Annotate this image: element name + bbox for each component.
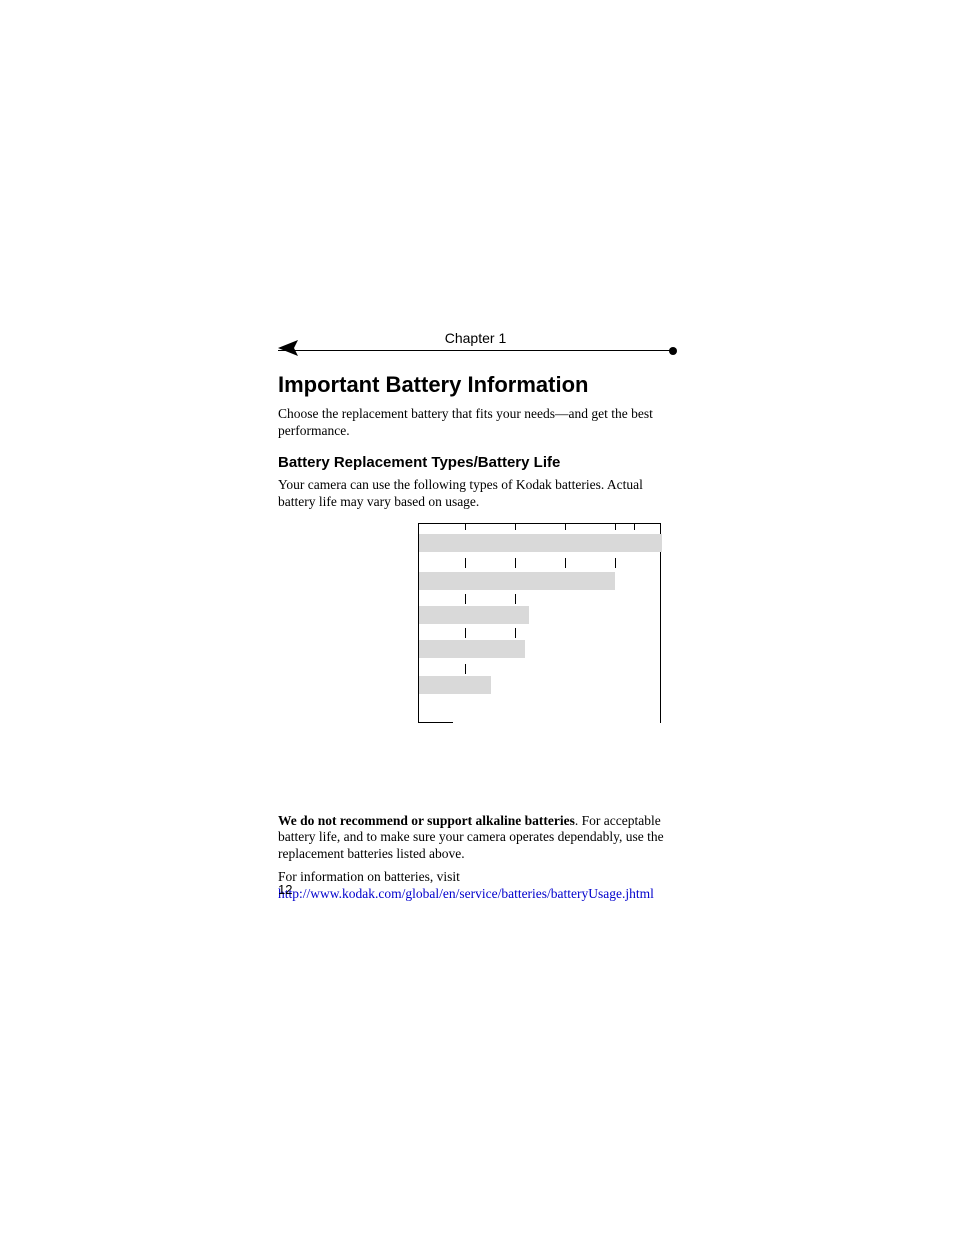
chart-plot-area bbox=[419, 524, 660, 723]
chart-inter-tick-1-0 bbox=[465, 594, 466, 604]
page-title: Important Battery Information bbox=[278, 372, 673, 398]
page: Chapter 1 Important Battery Information … bbox=[0, 0, 954, 1235]
battery-info-link[interactable]: http://www.kodak.com/global/en/service/b… bbox=[278, 886, 654, 901]
chart-top-tick bbox=[515, 524, 516, 530]
section-subhead: Battery Replacement Types/Battery Life bbox=[278, 454, 673, 471]
link-paragraph: For information on batteries, visit http… bbox=[278, 869, 673, 903]
page-number: 12 bbox=[278, 882, 292, 897]
chart-top-tick bbox=[465, 524, 466, 530]
chart-inter-tick-0-0 bbox=[465, 558, 466, 568]
chart-top-tick bbox=[565, 524, 566, 530]
content-column: Chapter 1 Important Battery Information … bbox=[278, 330, 673, 909]
running-header: Chapter 1 bbox=[278, 330, 673, 360]
header-rule bbox=[278, 350, 673, 351]
chart-inter-tick-0-1 bbox=[515, 558, 516, 568]
warning-bold: We do not recommend or support alkaline … bbox=[278, 813, 575, 828]
intro-paragraph: Choose the replacement battery that fits… bbox=[278, 406, 673, 440]
battery-life-chart bbox=[418, 523, 661, 723]
link-intro-text: For information on batteries, visit bbox=[278, 869, 460, 884]
chart-top-tick bbox=[615, 524, 616, 530]
chart-bottom-left-border bbox=[419, 722, 453, 723]
back-arrow-icon bbox=[278, 340, 300, 356]
section-intro: Your camera can use the following types … bbox=[278, 477, 673, 511]
chart-top-tick bbox=[634, 524, 635, 530]
chart-inter-tick-2-1 bbox=[515, 628, 516, 638]
header-dot-icon bbox=[669, 347, 677, 355]
warning-paragraph: We do not recommend or support alkaline … bbox=[278, 813, 673, 864]
chapter-label: Chapter 1 bbox=[278, 330, 673, 346]
chart-inter-tick-0-3 bbox=[615, 558, 616, 568]
chart-bar-3 bbox=[419, 640, 525, 658]
chart-bar-4 bbox=[419, 676, 491, 694]
chart-inter-tick-1-1 bbox=[515, 594, 516, 604]
chart-bar-1 bbox=[419, 572, 615, 590]
chart-inter-tick-2-0 bbox=[465, 628, 466, 638]
chart-bar-2 bbox=[419, 606, 529, 624]
chart-bar-0 bbox=[419, 534, 662, 552]
chart-inter-tick-3-0 bbox=[465, 664, 466, 674]
chart-inter-tick-0-2 bbox=[565, 558, 566, 568]
